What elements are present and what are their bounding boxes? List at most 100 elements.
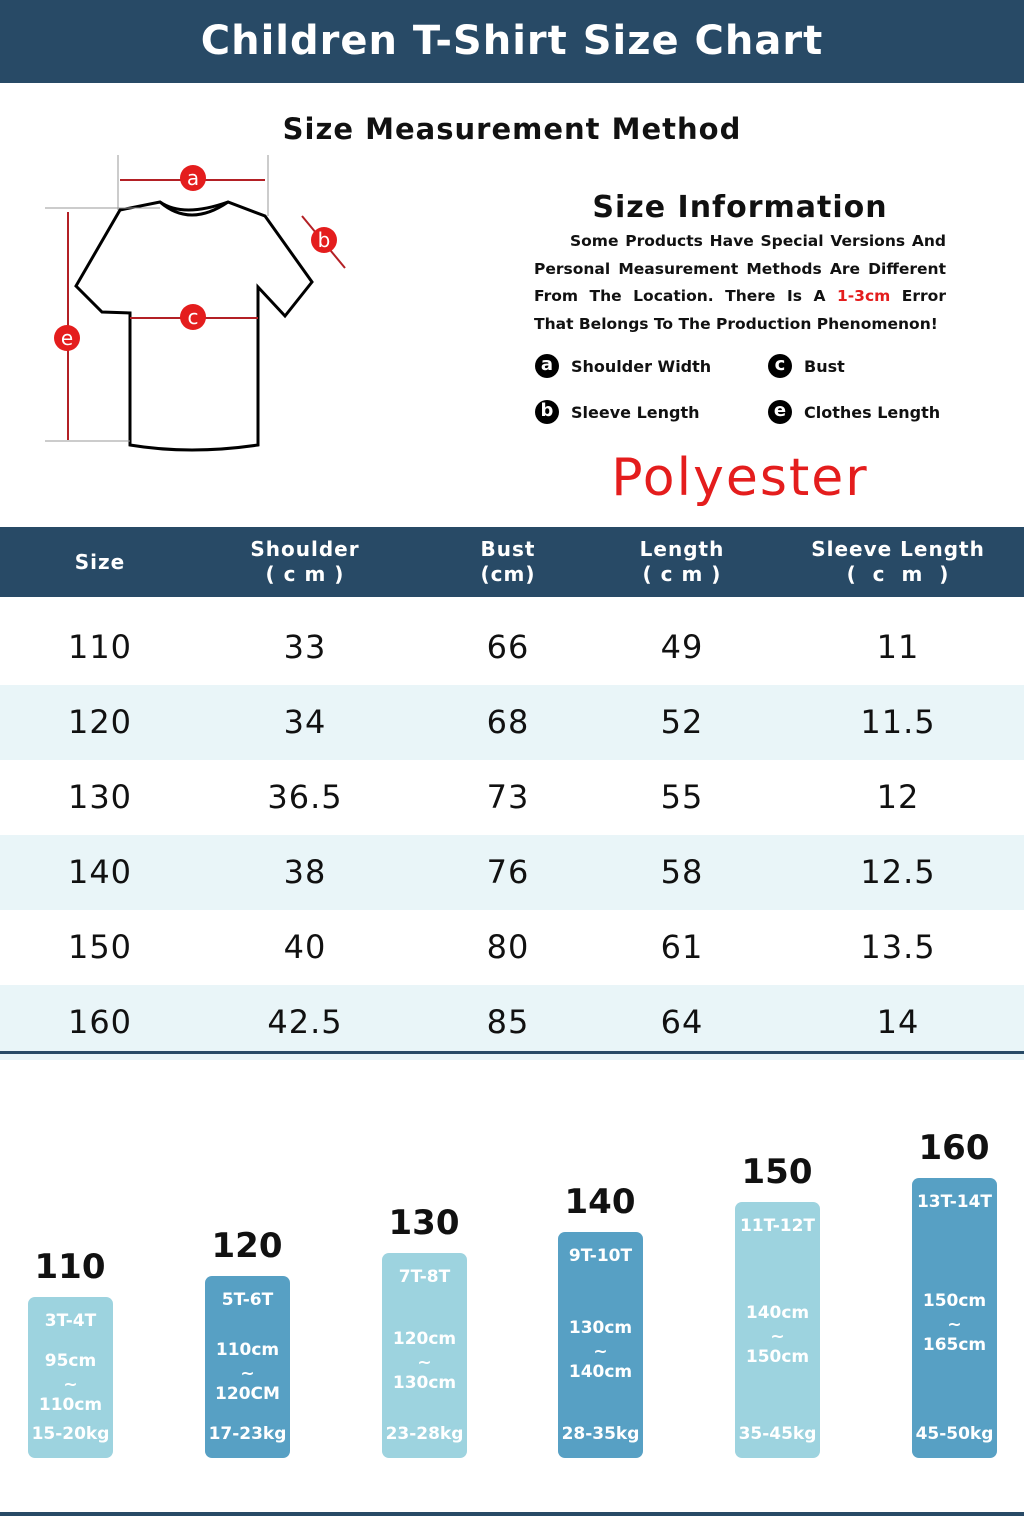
marker-b-icon: b xyxy=(535,400,559,424)
table-cell: 52 xyxy=(660,703,704,741)
bar-tilde: ~ xyxy=(947,1315,962,1335)
table-cell: 12.5 xyxy=(860,853,936,891)
bar-tilde: ~ xyxy=(240,1364,255,1384)
bar-size-label: 160 xyxy=(918,1128,990,1168)
bar-h2: 110cm xyxy=(38,1394,103,1415)
bar-weight: 15-20kg xyxy=(31,1424,110,1444)
table-cell: 73 xyxy=(486,778,530,816)
error-range: 1-3cm xyxy=(836,287,891,306)
marker-b xyxy=(311,227,337,253)
material-label: Polyester xyxy=(611,448,869,508)
bar-tilde: ~ xyxy=(770,1327,785,1347)
table-cell: 140 xyxy=(67,853,133,891)
bar-size-label: 130 xyxy=(388,1203,460,1243)
table-cell: 68 xyxy=(486,703,530,741)
header-size: Size xyxy=(74,549,126,574)
svg-text:a: a xyxy=(187,166,199,190)
table-bottom-border xyxy=(0,1051,1024,1054)
bar-age: 13T-14T xyxy=(916,1192,993,1212)
table-row: 130 36.5 73 55 12 xyxy=(0,760,1024,835)
table-row: 150 40 80 61 13.5 xyxy=(0,910,1024,985)
table-cell: 76 xyxy=(486,853,530,891)
bar-tilde: ~ xyxy=(417,1352,432,1373)
svg-text:b: b xyxy=(318,228,331,252)
bar-size-label: 150 xyxy=(741,1152,813,1192)
header-length: Length ( c m ) xyxy=(639,537,725,586)
table-cell: 42.5 xyxy=(267,1003,343,1041)
table-cell: 64 xyxy=(660,1003,704,1041)
table-cell: 80 xyxy=(486,928,530,966)
table-cell: 130 xyxy=(67,778,133,816)
table-cell: 14 xyxy=(876,1003,920,1041)
svg-text:c: c xyxy=(188,305,199,329)
page-title: Children T-Shirt Size Chart xyxy=(0,0,1024,83)
table-cell: 33 xyxy=(283,628,327,666)
table-cell: 11.5 xyxy=(860,703,936,741)
table-row: 110 33 66 49 11 xyxy=(0,610,1024,685)
bar-h2: 150cm xyxy=(745,1347,810,1367)
bar-h2: 130cm xyxy=(392,1372,457,1393)
bar-age: 11T-12T xyxy=(739,1216,816,1236)
legend-bust: c Bust xyxy=(768,354,845,378)
bar-h1: 95cm xyxy=(44,1350,97,1371)
table-cell: 55 xyxy=(660,778,704,816)
table-cell: 61 xyxy=(660,928,704,966)
svg-text:e: e xyxy=(61,326,73,350)
size-bar-150: 11T-12T 140cm ~150cm 35-45kg xyxy=(735,1202,820,1458)
size-bar-160: 13T-14T 150cm ~165cm 45-50kg xyxy=(912,1178,997,1458)
size-information-text: Some Products Have Special Versions And … xyxy=(534,232,946,334)
bar-h1: 120cm xyxy=(392,1328,457,1349)
table-row: 140 38 76 58 12.5 xyxy=(0,835,1024,910)
bar-h2: 165cm xyxy=(922,1335,987,1355)
bar-age: 7T-8T xyxy=(398,1267,451,1287)
table-cell: 66 xyxy=(486,628,530,666)
size-bar-120: 5T-6T 110cm ~120CM 17-23kg xyxy=(205,1276,290,1458)
size-bar-130: 7T-8T 120cm ~130cm 23-28kg xyxy=(382,1253,467,1458)
legend-sleeve-length: b Sleeve Length xyxy=(535,400,700,424)
legend-shoulder-width: a Shoulder Width xyxy=(535,354,711,378)
bar-tilde: ~ xyxy=(63,1374,78,1395)
marker-e xyxy=(54,325,80,351)
bar-weight: 17-23kg xyxy=(208,1424,287,1444)
table-cell: 120 xyxy=(67,703,133,741)
table-cell: 49 xyxy=(660,628,704,666)
bar-h2: 120CM xyxy=(215,1384,280,1404)
table-cell: 36.5 xyxy=(267,778,343,816)
tshirt-diagram: a b c e xyxy=(45,155,346,452)
table-cell: 40 xyxy=(283,928,327,966)
table-cell: 150 xyxy=(67,928,133,966)
bar-h1: 110cm xyxy=(215,1340,280,1360)
bar-h2: 140cm xyxy=(568,1362,633,1382)
table-cell: 110 xyxy=(67,628,133,666)
bar-weight: 45-50kg xyxy=(915,1424,994,1444)
bar-tilde: ~ xyxy=(593,1342,608,1362)
marker-c xyxy=(180,304,206,330)
size-information-title: Size Information xyxy=(592,190,888,225)
table-cell: 13.5 xyxy=(860,928,936,966)
bar-size-label: 140 xyxy=(564,1182,636,1222)
table-row: 120 34 68 52 11.5 xyxy=(0,685,1024,760)
bar-size-label: 110 xyxy=(34,1247,106,1287)
table-cell: 12 xyxy=(876,778,920,816)
table-header: Size Shoulder ( c m ) Bust (cm) Length (… xyxy=(0,527,1024,597)
footer-line xyxy=(0,1512,1024,1516)
bar-weight: 28-35kg xyxy=(561,1424,640,1444)
size-bar-140: 9T-10T 130cm ~140cm 28-35kg xyxy=(558,1232,643,1458)
bar-age: 9T-10T xyxy=(568,1246,633,1266)
table-cell: 34 xyxy=(283,703,327,741)
bar-h1: 130cm xyxy=(568,1318,633,1338)
table-cell: 85 xyxy=(486,1003,530,1041)
bar-h1: 150cm xyxy=(922,1291,987,1311)
table-cell: 160 xyxy=(67,1003,133,1041)
header-sleeve-length: Sleeve Length ( c m ) xyxy=(811,537,985,586)
legend-clothes-length: e Clothes Length xyxy=(768,400,940,424)
bar-size-label: 120 xyxy=(211,1226,283,1266)
marker-c-icon: c xyxy=(768,354,792,378)
marker-a-icon: a xyxy=(535,354,559,378)
table-cell: 11 xyxy=(876,628,920,666)
marker-e-icon: e xyxy=(768,400,792,424)
marker-a xyxy=(180,165,206,191)
header-bust: Bust (cm) xyxy=(480,537,536,586)
bar-weight: 35-45kg xyxy=(738,1424,817,1444)
bar-age: 5T-6T xyxy=(221,1290,274,1310)
